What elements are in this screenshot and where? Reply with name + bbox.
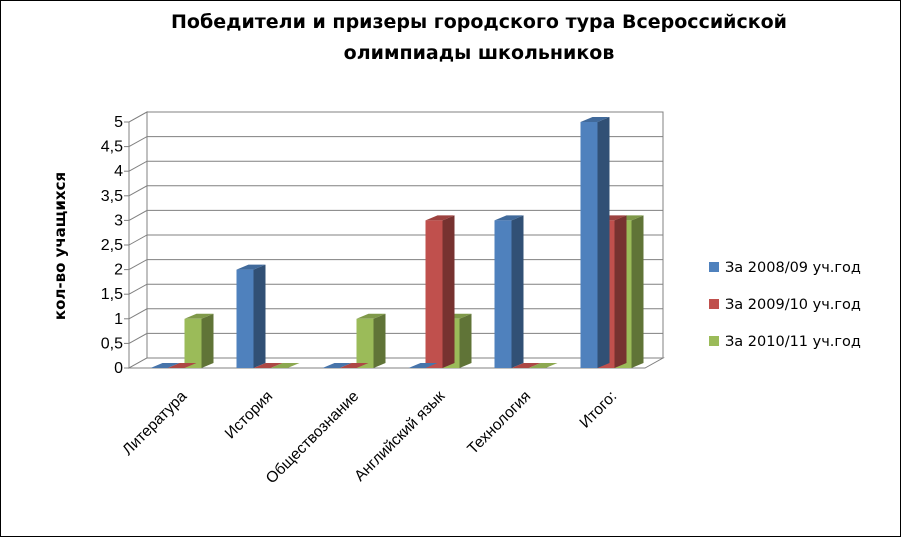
- bar-front-face: [356, 318, 374, 368]
- bar-zero-cap: [528, 363, 558, 368]
- bar-zero-cap: [167, 363, 197, 368]
- bar: [408, 363, 438, 368]
- y-tick-label: 5: [114, 114, 123, 131]
- gridline: [128, 160, 663, 172]
- bar-side-face: [253, 264, 266, 368]
- bar: [580, 117, 610, 368]
- y-tick-label: 2: [114, 262, 123, 279]
- x-tick-label: Обществознание: [263, 388, 362, 487]
- bar: [236, 264, 266, 368]
- gridline: [128, 308, 663, 320]
- x-tick-label: Технология: [464, 388, 534, 458]
- gridline: [128, 111, 663, 123]
- bar: [339, 363, 369, 368]
- legend-label: За 2008/09 уч.год: [725, 260, 861, 276]
- y-tick-label: 4: [114, 163, 123, 180]
- bar-top-face: [184, 313, 214, 319]
- bar: [511, 363, 541, 368]
- gridline: [128, 332, 663, 344]
- legend-swatch: [709, 299, 719, 309]
- x-tick-label: Английский язык: [351, 388, 448, 485]
- legend-label: За 2009/10 уч.год: [725, 297, 861, 313]
- bar: [253, 363, 283, 368]
- bar-top-face: [356, 313, 386, 319]
- chart-title-line-1: Победители и призеры городского тура Все…: [171, 11, 787, 33]
- chart-title: Победители и призеры городского тура Все…: [171, 11, 787, 64]
- y-tick-label: 1: [114, 311, 123, 328]
- bar-front-face: [494, 220, 512, 368]
- gridline: [128, 136, 663, 148]
- legend-label: За 2010/11 уч.год: [725, 334, 861, 350]
- bar: [150, 363, 180, 368]
- gridline: [128, 209, 663, 221]
- y-axis-ticks: 0 0,5 1 1,5 2 2,5 3 3,5 4 4,5 5: [101, 114, 129, 377]
- bar-zero-cap: [270, 363, 300, 368]
- bar-zero-cap: [253, 363, 283, 368]
- gridline: [128, 234, 663, 246]
- y-tick-label: 0: [114, 360, 123, 377]
- x-tick-label: Итого:: [577, 388, 621, 432]
- legend-item: За 2009/10 уч.год: [709, 297, 861, 313]
- x-tick-label: Литература: [119, 388, 190, 459]
- bar-zero-cap: [511, 363, 541, 368]
- bar-side-face: [631, 215, 644, 368]
- chart-title-line-2: олимпиады школьников: [344, 42, 615, 64]
- bar-side-face: [373, 313, 386, 368]
- y-tick-label: 4,5: [101, 139, 123, 156]
- bar-zero-cap: [408, 363, 438, 368]
- bar-side-face: [614, 215, 627, 368]
- y-axis-label: кол-во учащихся: [51, 172, 69, 320]
- bar-top-face: [580, 117, 610, 122]
- x-axis-labels: Литература ИсторияОбществознаниеАнглийски…: [119, 388, 620, 488]
- legend-swatch: [709, 262, 719, 272]
- bar-side-face: [459, 313, 472, 368]
- bars: [150, 117, 644, 368]
- bar: [528, 363, 558, 368]
- y-tick-label: 3: [114, 212, 123, 229]
- bar-front-face: [184, 318, 202, 368]
- bar: [322, 363, 352, 368]
- y-tick-label: 3,5: [101, 188, 123, 205]
- legend: За 2008/09 уч.год За 2009/10 уч.год За 201…: [709, 260, 861, 350]
- bar-top-face: [236, 264, 266, 270]
- bar-side-face: [201, 313, 214, 368]
- bar: [494, 215, 524, 368]
- bar-zero-cap: [339, 363, 369, 368]
- bar-side-face: [442, 215, 455, 368]
- legend-item: За 2008/09 уч.год: [709, 260, 861, 276]
- y-tick-label: 0,5: [101, 335, 123, 352]
- bar: [167, 363, 197, 368]
- bar-front-face: [580, 122, 598, 368]
- bar-top-face: [425, 215, 455, 221]
- bar-side-face: [511, 215, 524, 368]
- legend-item: За 2010/11 уч.год: [709, 334, 861, 350]
- bar-top-face: [494, 215, 524, 221]
- bar: [184, 313, 214, 368]
- bar: [270, 363, 300, 368]
- bar-front-face: [425, 220, 443, 368]
- y-tick-label: 2,5: [101, 237, 123, 254]
- bar: [356, 313, 386, 368]
- y-tick-label: 1,5: [101, 286, 123, 303]
- bar-front-face: [236, 269, 254, 368]
- bar-zero-cap: [150, 363, 180, 368]
- legend-swatch: [709, 336, 719, 346]
- gridline: [128, 283, 663, 295]
- bar-side-face: [597, 117, 610, 368]
- x-tick-label: История: [222, 388, 277, 443]
- gridline: [128, 185, 663, 197]
- gridline: [128, 259, 663, 271]
- bar: [425, 215, 455, 368]
- bar-zero-cap: [322, 363, 352, 368]
